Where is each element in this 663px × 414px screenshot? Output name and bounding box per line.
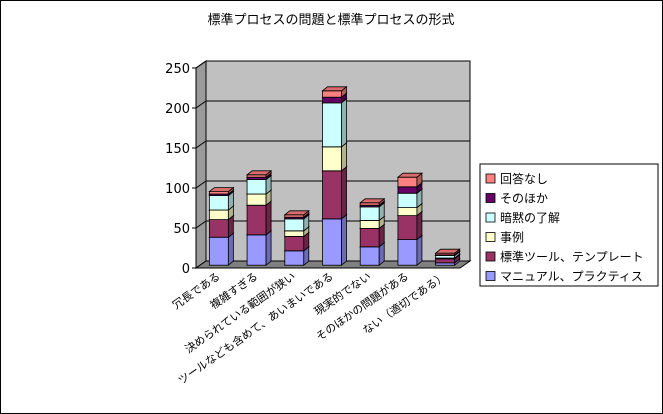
y-tick-label: 50 bbox=[173, 222, 190, 237]
bar-front bbox=[284, 235, 305, 252]
bar-front bbox=[208, 195, 229, 211]
bar-top bbox=[396, 172, 424, 178]
y-tick-label: 150 bbox=[165, 142, 190, 157]
bar-side bbox=[265, 229, 272, 267]
bar-front bbox=[359, 227, 380, 248]
legend-entry: 暗黙の了解 bbox=[485, 210, 560, 225]
gridline bbox=[195, 100, 470, 109]
legend-label: そのほか bbox=[500, 192, 548, 206]
bar-front bbox=[322, 90, 342, 98]
bar-front bbox=[359, 219, 380, 229]
bar-front bbox=[359, 206, 380, 221]
bar-side bbox=[265, 200, 272, 236]
bar-segment bbox=[359, 197, 386, 207]
legend-entry: 事例 bbox=[485, 231, 524, 245]
y-axis-ticks: 0 50 100 150 200 250 bbox=[165, 62, 197, 277]
bar-front bbox=[246, 193, 267, 206]
legend-swatch bbox=[485, 212, 496, 223]
bar-top bbox=[321, 86, 348, 92]
bar-top bbox=[208, 187, 235, 193]
bar-side bbox=[416, 234, 423, 267]
bar-segment bbox=[321, 97, 348, 148]
bar-segment bbox=[245, 200, 273, 236]
bar-side bbox=[227, 232, 234, 267]
legend-label: 回答なし bbox=[500, 171, 548, 186]
bar-front bbox=[208, 236, 229, 266]
legend-swatch bbox=[485, 193, 496, 203]
y-tick-label: 200 bbox=[165, 102, 190, 117]
bar-side bbox=[416, 210, 423, 241]
bar-segment bbox=[321, 85, 348, 99]
bar-front bbox=[397, 176, 418, 188]
bar-front bbox=[435, 258, 456, 264]
bar-top bbox=[283, 210, 310, 216]
bar-segment bbox=[396, 234, 424, 267]
legend-swatch bbox=[485, 251, 496, 262]
legend-label: 標準ツール、テンプレート bbox=[500, 249, 644, 264]
bar-side bbox=[341, 97, 347, 148]
legend-entry: マニュアル、プラクティス bbox=[485, 270, 643, 284]
bar-front bbox=[397, 186, 418, 194]
bar-front bbox=[322, 146, 342, 172]
gridline bbox=[195, 60, 470, 69]
bar-front bbox=[208, 219, 229, 238]
bar-side bbox=[341, 213, 347, 267]
bars bbox=[208, 85, 461, 267]
bar-front bbox=[246, 179, 267, 195]
bar-front bbox=[246, 234, 267, 266]
bar-front bbox=[284, 218, 305, 232]
legend-entry: 回答なし bbox=[485, 171, 548, 186]
bar-segment bbox=[396, 210, 424, 241]
y-tick-label: 250 bbox=[165, 62, 190, 77]
bar-segment bbox=[245, 169, 273, 179]
bar-top bbox=[359, 198, 386, 204]
bar-top bbox=[434, 248, 461, 254]
category-labels: 冗長である複雑すぎる決められている範囲が狭いツールなども含めて、あいまいである現… bbox=[170, 269, 449, 387]
bar-front bbox=[397, 215, 418, 241]
legend-swatch bbox=[485, 232, 496, 242]
bar-side bbox=[341, 165, 347, 220]
side-wall bbox=[195, 60, 207, 269]
bar-segment bbox=[208, 232, 235, 267]
bar-front bbox=[322, 96, 342, 104]
legend-swatch bbox=[485, 271, 496, 281]
bar-segment bbox=[321, 213, 348, 267]
legend-entry: 標準ツール、テンプレート bbox=[485, 249, 644, 264]
legend-swatch bbox=[485, 173, 496, 184]
bar-segment bbox=[434, 248, 461, 256]
y-tick-label: 100 bbox=[165, 182, 190, 197]
bar-front bbox=[397, 207, 418, 217]
legend-entry: そのほか bbox=[485, 192, 548, 206]
bar-front bbox=[397, 192, 418, 208]
y-tick-label: 0 bbox=[182, 262, 190, 277]
bar-front bbox=[322, 102, 342, 148]
bar-front bbox=[359, 246, 380, 266]
bar-segment bbox=[359, 241, 386, 267]
legend-label: 事例 bbox=[500, 231, 524, 245]
bar-segment bbox=[245, 229, 273, 267]
bar-segment bbox=[396, 172, 424, 188]
gridline bbox=[195, 180, 470, 189]
bar-top bbox=[245, 170, 273, 176]
bar-side bbox=[341, 141, 347, 172]
legend-box bbox=[479, 163, 659, 287]
bar-front bbox=[284, 250, 305, 266]
bar-front bbox=[397, 239, 418, 266]
bar-segment bbox=[321, 165, 348, 220]
legend-label: マニュアル、プラクティス bbox=[500, 270, 643, 284]
bar-front bbox=[208, 209, 229, 220]
legend-label: 暗黙の了解 bbox=[500, 210, 560, 225]
bar-segment bbox=[283, 209, 310, 219]
chart-title: 標準プロセスの問題と標準プロセスの形式 bbox=[207, 12, 454, 28]
gridline bbox=[195, 140, 470, 149]
bar-front bbox=[284, 230, 305, 237]
bar-segment bbox=[208, 186, 235, 195]
bar-front bbox=[322, 170, 342, 220]
bar-front bbox=[322, 218, 342, 266]
bar-front bbox=[246, 204, 267, 236]
